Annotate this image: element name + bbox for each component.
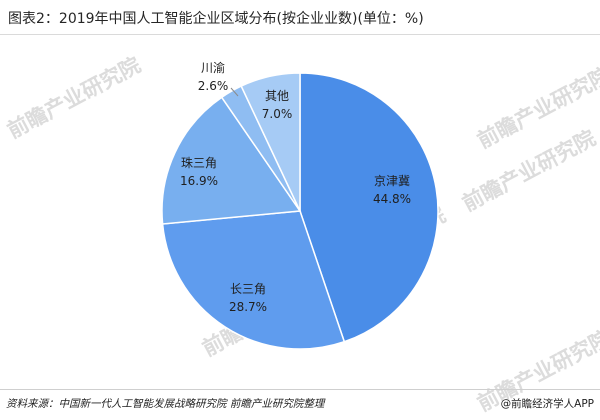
slice-name-3: 珠三角 (181, 156, 217, 170)
pie-slices (161, 72, 439, 350)
slice-name-1: 京津冀 (374, 174, 410, 188)
slice-value-3: 16.9% (180, 174, 218, 188)
slice-value-5: 7.0% (262, 107, 293, 121)
chart-title: 图表2：2019年中国人工智能企业区域分布(按企业业数)(单位：%) (8, 11, 424, 27)
title-divider (0, 34, 600, 35)
leader-line (230, 87, 239, 97)
pie-slice-3 (161, 96, 302, 225)
footer-divider (0, 389, 600, 390)
slice-name-5: 其他 (265, 89, 289, 103)
slice-value-2: 28.7% (229, 300, 267, 314)
pie-labels: 京津冀 44.8% 长三角 28.7% 珠三角 16.9% 川渝 2.6% 其他 7.0% (180, 60, 411, 314)
slice-value-4: 2.6% (198, 79, 229, 93)
slice-name-4: 川渝 (201, 60, 225, 75)
brand-credit: @前瞻经济学人APP (500, 398, 594, 410)
slice-value-1: 44.8% (373, 192, 411, 206)
source-note: 资料来源：中国新一代人工智能发展战略研究院 前瞻产业研究院整理 (6, 398, 325, 410)
pie-slice-1 (299, 72, 439, 343)
pie-slice-2 (161, 210, 346, 350)
slice-name-2: 长三角 (230, 282, 266, 296)
pie-slice-5 (240, 72, 301, 212)
